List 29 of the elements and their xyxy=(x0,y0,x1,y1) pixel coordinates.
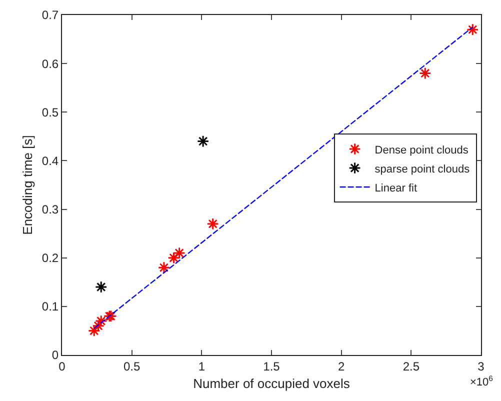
text: ×10$^{6}$ xyxy=(470,374,493,389)
y-tick-label: 0.2 xyxy=(42,251,59,266)
point xyxy=(158,261,170,274)
point xyxy=(168,252,180,264)
point xyxy=(173,246,186,260)
x-tick-label: 1.5 xyxy=(263,359,280,374)
point xyxy=(88,324,100,337)
point xyxy=(466,23,479,36)
point xyxy=(418,67,432,80)
x-axis-title: Number of occupied voxels xyxy=(193,376,350,391)
point xyxy=(206,218,219,230)
legend-label: sparse point clouds xyxy=(374,163,470,176)
x-tick-label: 3 xyxy=(478,359,485,374)
legend-label: Dense point clouds xyxy=(374,144,469,156)
y-tick-label: 0.4 xyxy=(42,154,59,168)
x-tick-label: 2 xyxy=(338,359,345,374)
y-tick-label: 0.5 xyxy=(42,105,59,120)
x-tick-label: 2.5 xyxy=(402,359,420,374)
y-tick-label: 0 xyxy=(52,348,59,362)
y-tick-label: 0.6 xyxy=(42,56,59,71)
y-tick-label: 0.7 xyxy=(42,8,59,22)
x-tick-label: 0.5 xyxy=(123,359,140,374)
y-tick-label: 0.1 xyxy=(42,300,59,314)
x-tick-label: 1 xyxy=(198,359,206,374)
point xyxy=(196,135,210,148)
y-tick-label: 0.3 xyxy=(42,202,59,216)
point xyxy=(94,280,108,294)
legend-label: Linear fit xyxy=(374,182,418,194)
y-axis-title: Encoding time [s] xyxy=(20,135,35,235)
